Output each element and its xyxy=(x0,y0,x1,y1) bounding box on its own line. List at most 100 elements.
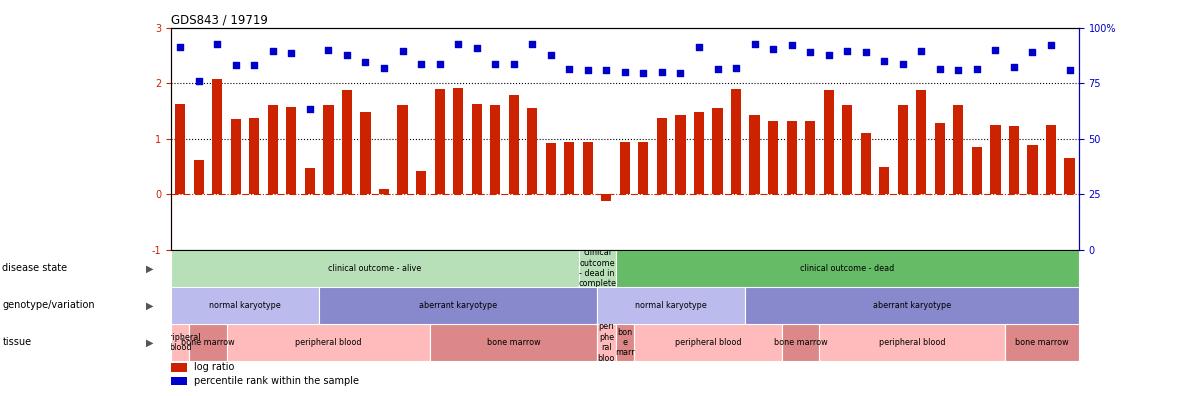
Text: ▶: ▶ xyxy=(146,337,153,347)
Point xyxy=(449,41,468,48)
Text: bon
e
marr: bon e marr xyxy=(615,327,634,357)
Text: peripheral blood: peripheral blood xyxy=(878,338,946,347)
Bar xyxy=(819,324,1005,361)
Bar xyxy=(601,194,612,201)
Bar xyxy=(712,108,723,194)
Text: peripheral blood: peripheral blood xyxy=(676,338,742,347)
Point xyxy=(579,67,598,73)
Point xyxy=(486,61,505,67)
Text: aberrant karyotype: aberrant karyotype xyxy=(872,301,951,310)
Point xyxy=(467,44,486,51)
Bar xyxy=(268,105,278,194)
Text: ▶: ▶ xyxy=(146,301,153,310)
Bar xyxy=(397,105,408,194)
Text: bone marrow: bone marrow xyxy=(775,338,828,347)
Point xyxy=(190,78,209,84)
Point xyxy=(782,42,801,49)
Bar xyxy=(990,125,1001,194)
Bar xyxy=(171,287,320,324)
Text: disease state: disease state xyxy=(2,263,67,273)
Bar xyxy=(1027,145,1038,194)
Point xyxy=(282,50,301,56)
Point xyxy=(505,61,523,67)
Bar xyxy=(508,95,519,194)
Point xyxy=(597,67,615,73)
Bar xyxy=(582,141,593,194)
Text: normal karyotype: normal karyotype xyxy=(209,301,281,310)
Bar xyxy=(971,147,982,194)
Point xyxy=(1023,48,1042,55)
Point xyxy=(522,41,541,48)
Bar xyxy=(745,287,1079,324)
Text: ▶: ▶ xyxy=(146,263,153,273)
Bar xyxy=(226,324,430,361)
Bar xyxy=(1005,324,1079,361)
Point xyxy=(634,70,653,76)
Bar xyxy=(305,168,315,194)
Bar xyxy=(249,118,259,194)
Bar xyxy=(786,121,797,194)
Bar xyxy=(176,105,185,194)
Bar xyxy=(620,141,630,194)
Bar xyxy=(597,287,745,324)
Bar xyxy=(731,89,742,194)
Point xyxy=(986,47,1005,53)
Point xyxy=(245,62,264,68)
Bar xyxy=(861,133,871,194)
Bar xyxy=(783,324,819,361)
Bar xyxy=(579,250,615,287)
Bar xyxy=(615,324,634,361)
Bar xyxy=(546,143,555,194)
Bar xyxy=(286,107,296,194)
Bar xyxy=(212,79,223,194)
Point xyxy=(764,46,783,52)
Point xyxy=(541,52,560,59)
Bar xyxy=(1046,125,1056,194)
Point xyxy=(320,47,338,53)
Text: bone marrow: bone marrow xyxy=(487,338,540,347)
Point xyxy=(709,66,727,72)
Text: peripheral
blood: peripheral blood xyxy=(159,333,200,352)
Point xyxy=(726,65,745,71)
Point xyxy=(690,44,709,50)
Point xyxy=(615,69,634,75)
Bar xyxy=(565,141,574,194)
Text: peripheral blood: peripheral blood xyxy=(295,338,362,347)
Point xyxy=(301,106,320,112)
Text: percentile rank within the sample: percentile rank within the sample xyxy=(193,376,358,386)
Bar xyxy=(171,363,187,372)
Bar xyxy=(472,105,482,194)
Bar xyxy=(378,189,389,194)
Point xyxy=(411,61,430,67)
Point xyxy=(1060,67,1079,73)
Bar xyxy=(231,119,241,194)
Point xyxy=(171,44,190,50)
Bar xyxy=(634,324,783,361)
Point xyxy=(745,41,764,48)
Bar xyxy=(657,118,667,194)
Point xyxy=(911,48,930,54)
Bar xyxy=(935,123,944,194)
Text: tissue: tissue xyxy=(2,337,32,347)
Bar xyxy=(750,116,759,194)
Point xyxy=(819,52,838,59)
Bar xyxy=(453,88,463,194)
Text: aberrant karyotype: aberrant karyotype xyxy=(419,301,498,310)
Point xyxy=(801,48,819,55)
Point xyxy=(1005,63,1023,70)
Point xyxy=(875,58,894,64)
Bar xyxy=(171,250,579,287)
Point xyxy=(208,41,226,48)
Bar xyxy=(527,108,538,194)
Text: peri
phe
ral
bloo: peri phe ral bloo xyxy=(598,322,615,362)
Bar xyxy=(193,160,204,194)
Point xyxy=(430,61,449,67)
Bar xyxy=(1009,126,1019,194)
Bar xyxy=(805,121,815,194)
Bar xyxy=(430,324,597,361)
Point xyxy=(949,67,968,73)
Point xyxy=(856,48,875,55)
Bar xyxy=(320,287,597,324)
Point xyxy=(393,48,411,54)
Text: bone marrow: bone marrow xyxy=(1015,338,1068,347)
